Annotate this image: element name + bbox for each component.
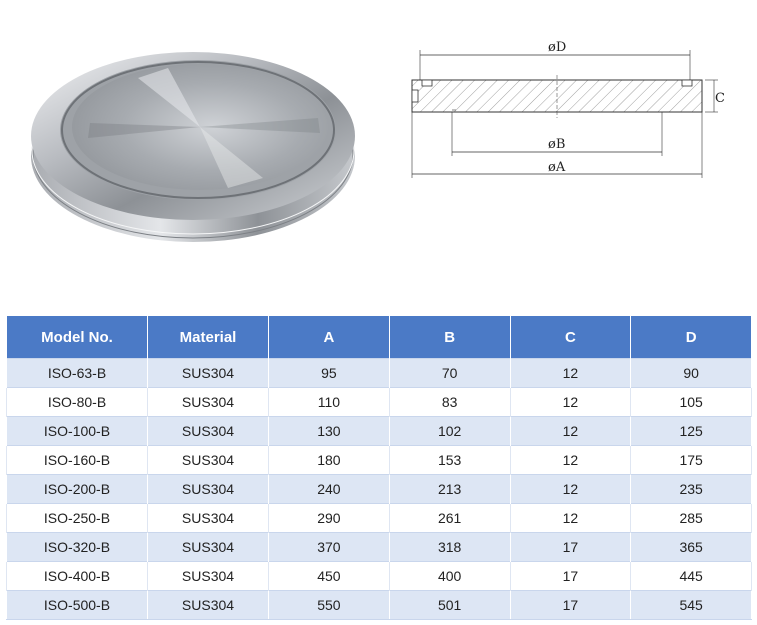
cell-model: ISO-160-B bbox=[6, 445, 148, 475]
cell-d: 125 bbox=[630, 416, 752, 446]
cell-c: 17 bbox=[509, 532, 632, 562]
cell-c: 12 bbox=[509, 358, 632, 388]
table-row: ISO-100-B SUS304 130 102 12 125 bbox=[6, 416, 752, 446]
table-header-row: Model No. Material A B C D bbox=[6, 316, 752, 359]
cell-a: 110 bbox=[268, 387, 390, 417]
dim-label-c: C bbox=[715, 91, 725, 106]
table-row: ISO-63-B SUS304 95 70 12 90 bbox=[6, 358, 752, 388]
cell-c: 12 bbox=[509, 445, 632, 475]
cell-b: 400 bbox=[388, 561, 511, 591]
cell-material: SUS304 bbox=[147, 387, 269, 417]
cell-c: 12 bbox=[509, 387, 632, 417]
cell-d: 445 bbox=[630, 561, 752, 591]
cell-material: SUS304 bbox=[147, 590, 269, 620]
cell-a: 550 bbox=[268, 590, 390, 620]
cell-model: ISO-80-B bbox=[6, 387, 148, 417]
cell-d: 285 bbox=[630, 503, 752, 533]
cell-model: ISO-500-B bbox=[6, 590, 148, 620]
cell-a: 450 bbox=[268, 561, 390, 591]
cell-model: ISO-320-B bbox=[6, 532, 148, 562]
cell-b: 318 bbox=[388, 532, 511, 562]
header-a: A bbox=[268, 316, 390, 359]
cell-a: 290 bbox=[268, 503, 390, 533]
cell-d: 175 bbox=[630, 445, 752, 475]
dim-label-a: øA bbox=[548, 160, 566, 175]
cell-material: SUS304 bbox=[147, 474, 269, 504]
header-model-no: Model No. bbox=[6, 316, 148, 359]
cell-b: 501 bbox=[388, 590, 511, 620]
cell-material: SUS304 bbox=[147, 561, 269, 591]
table-row: ISO-200-B SUS304 240 213 12 235 bbox=[6, 474, 752, 504]
cell-a: 130 bbox=[268, 416, 390, 446]
header-c: C bbox=[509, 316, 632, 359]
cell-b: 83 bbox=[388, 387, 511, 417]
cell-d: 90 bbox=[630, 358, 752, 388]
table-row: ISO-400-B SUS304 450 400 17 445 bbox=[6, 561, 752, 591]
cell-material: SUS304 bbox=[147, 532, 269, 562]
table-row: ISO-250-B SUS304 290 261 12 285 bbox=[6, 503, 752, 533]
cell-d: 545 bbox=[630, 590, 752, 620]
cell-a: 95 bbox=[268, 358, 390, 388]
table-row: ISO-500-B SUS304 550 501 17 545 bbox=[6, 590, 752, 620]
cell-material: SUS304 bbox=[147, 503, 269, 533]
cell-model: ISO-250-B bbox=[6, 503, 148, 533]
header-d: D bbox=[630, 316, 752, 359]
cell-c: 12 bbox=[509, 474, 632, 504]
dim-label-d: øD bbox=[548, 40, 566, 55]
table-row: ISO-320-B SUS304 370 318 17 365 bbox=[6, 532, 752, 562]
cell-model: ISO-200-B bbox=[6, 474, 148, 504]
cell-material: SUS304 bbox=[147, 416, 269, 446]
cell-c: 12 bbox=[509, 503, 632, 533]
dim-label-b: øB bbox=[548, 137, 565, 152]
cell-b: 213 bbox=[388, 474, 511, 504]
cell-c: 17 bbox=[509, 561, 632, 591]
header-material: Material bbox=[147, 316, 269, 359]
table-row: ISO-80-B SUS304 110 83 12 105 bbox=[6, 387, 752, 417]
cell-b: 153 bbox=[388, 445, 511, 475]
cell-model: ISO-63-B bbox=[6, 358, 148, 388]
cell-material: SUS304 bbox=[147, 358, 269, 388]
blank-flange-photo bbox=[31, 52, 355, 242]
cell-a: 180 bbox=[268, 445, 390, 475]
cell-d: 235 bbox=[630, 474, 752, 504]
cell-d: 365 bbox=[630, 532, 752, 562]
cell-b: 70 bbox=[388, 358, 511, 388]
specification-table: Model No. Material A B C D ISO-63-B SUS3… bbox=[6, 316, 752, 620]
cell-c: 17 bbox=[509, 590, 632, 620]
cell-model: ISO-100-B bbox=[6, 416, 148, 446]
cell-a: 240 bbox=[268, 474, 390, 504]
cell-material: SUS304 bbox=[147, 445, 269, 475]
header-b: B bbox=[388, 316, 511, 359]
cell-a: 370 bbox=[268, 532, 390, 562]
flange-dimension-drawing: øD C øB øA bbox=[411, 40, 725, 178]
cell-d: 105 bbox=[630, 387, 752, 417]
cell-b: 261 bbox=[388, 503, 511, 533]
table-row: ISO-160-B SUS304 180 153 12 175 bbox=[6, 445, 752, 475]
cell-model: ISO-400-B bbox=[6, 561, 148, 591]
cell-b: 102 bbox=[388, 416, 511, 446]
cell-c: 12 bbox=[509, 416, 632, 446]
